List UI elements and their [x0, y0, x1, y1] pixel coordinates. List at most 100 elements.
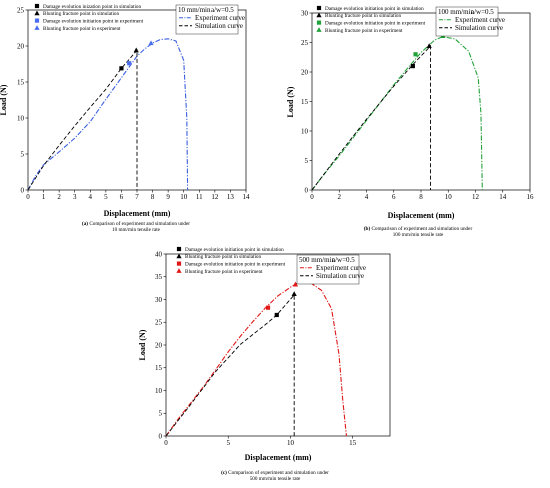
x-tick-label: 7: [135, 193, 139, 201]
x-tick-label: 6: [120, 193, 124, 201]
data-marker-1: [274, 312, 279, 318]
legend-marker-1: [34, 3, 40, 9]
data-marker-3: [265, 305, 271, 310]
caption-b-label: (b): [363, 226, 371, 232]
x-tick-label: 9: [166, 193, 170, 201]
curve-legend-box: [296, 254, 360, 285]
legend-marker-3: [34, 18, 40, 23]
y-tick-label: 0: [159, 432, 163, 440]
data-marker-2: [291, 291, 297, 297]
legend-label-3: Damage evolution initiation point in exp…: [185, 262, 286, 268]
rate-label: 100 mm/min: [438, 8, 474, 16]
data-marker-4: [148, 40, 154, 46]
y-axis-title: Load (N): [0, 84, 8, 115]
x-tick-label: 10: [445, 193, 453, 201]
chart-panel-1: 0 1 2 3 4 5 6 7 8 9 10 11 12 13 140510152025Displaceme…: [0, 3, 251, 218]
x-tick-label: 16: [527, 193, 535, 201]
x-tick-label: 4: [89, 193, 93, 201]
caption-b-line2: 100 mm/min tensile rate: [392, 232, 444, 239]
y-tick-label: 20: [301, 68, 309, 76]
legend-marker-4: [316, 27, 322, 32]
y-tick-label: 5: [21, 150, 25, 158]
curve-legend-label-2: Simulation curve: [195, 22, 243, 30]
x-tick-label: 0: [310, 193, 314, 201]
experiment-curve: [165, 281, 347, 437]
caption-c-label: (c): [221, 470, 227, 476]
curve-legend-label-1: Experiment curve: [316, 264, 366, 272]
legend-label-1: Damage evolution inization point in simu…: [43, 4, 142, 10]
y-tick-label: 25: [301, 39, 309, 47]
x-axis-title: Displacement (mm): [388, 211, 455, 220]
x-tick-label: 14: [243, 193, 251, 201]
legend-label-2: Blunting fracture point in simulation: [43, 10, 119, 17]
experiment-curve: [27, 38, 189, 191]
caption-b-line1: Comparison of experiment and simulation …: [371, 226, 473, 232]
legend-marker-1: [176, 246, 182, 252]
curve-legend-box: [435, 6, 499, 37]
legend-marker-4: [176, 268, 182, 273]
legend-marker-2: [34, 10, 40, 16]
x-tick-label: 2: [57, 193, 61, 201]
legend-label-1: Damage evolution initiation point in sim…: [185, 247, 284, 253]
caption-a-line2: 10 mm/min tensile rate: [112, 227, 160, 234]
x-tick-label: 0: [26, 193, 30, 201]
y-tick-label: 30: [301, 9, 309, 17]
x-tick-label: 6: [392, 193, 396, 201]
rate-label: 500 mm/min: [299, 256, 335, 264]
y-tick-label: 0: [21, 186, 25, 194]
y-tick-label: 40: [155, 250, 163, 258]
caption-b: (b) Comparison of experiment and simulat…: [288, 226, 548, 238]
x-tick-label: 12: [211, 193, 219, 201]
curve-legend-label-1: Experiment curve: [195, 14, 245, 22]
x-tick-label: 13: [227, 193, 235, 201]
legend-marker-1: [316, 5, 322, 11]
data-marker-1: [119, 66, 124, 71]
ratio-label: a/w=0.5: [471, 8, 494, 16]
y-tick-label: 25: [17, 6, 25, 14]
data-marker-1: [410, 64, 415, 69]
legend-label-3: Damage evolution initiation point in exp…: [325, 21, 426, 27]
y-tick-label: 0: [305, 186, 309, 194]
legend-label-2: Blunting fracture point in simulation: [185, 253, 261, 260]
x-tick-label: 10: [287, 439, 295, 447]
simulation-curve: [311, 44, 431, 191]
x-tick-label: 3: [73, 193, 77, 201]
x-axis-title: Displacement (mm): [104, 209, 171, 218]
curve-legend-box: [175, 4, 239, 35]
caption-c-line1: Comparison of experiment and simulation …: [228, 470, 329, 476]
caption-a: (a) Comparison of experiment and simulat…: [6, 221, 266, 233]
x-tick-label: 11: [196, 193, 203, 201]
curve-legend-label-2: Simulation curve: [455, 24, 503, 32]
legend-label-2: Blunting fracture point in simulation: [325, 12, 401, 19]
chart-panel-3: 0 5 10 15 0 5 10 15 20 25 30 35 40 Displacement (mm) L…: [138, 246, 391, 462]
curve-legend-label-1: Experiment curve: [455, 16, 505, 24]
rate-label: 10 mm/min: [178, 6, 211, 14]
legend-label-3: Damage evolution initiation point in exp…: [43, 19, 144, 25]
x-tick-label: 15: [349, 439, 357, 447]
x-axis-title: Displacement (mm): [245, 453, 312, 462]
data-marker-3: [127, 61, 132, 66]
marker-legend: Damage evolution initiation point in sim…: [176, 246, 286, 275]
legend-marker-3: [316, 20, 322, 25]
x-tick-label: 12: [472, 193, 480, 201]
ratio-label: a/w=0.5: [332, 256, 355, 264]
y-tick-label: 20: [155, 341, 163, 349]
y-tick-label: 35: [155, 273, 163, 281]
marker-legend: Damage evolution initiation point in sim…: [316, 5, 426, 34]
y-tick-label: 30: [155, 296, 163, 304]
y-axis-title: Load (N): [138, 329, 147, 360]
y-tick-label: 5: [159, 410, 163, 418]
ratio-label: a/w=0.5: [211, 6, 234, 14]
legend-marker-2: [316, 12, 322, 18]
legend-label-1: Damage evolution initiation point in sim…: [325, 6, 424, 12]
legend-marker-3: [176, 261, 182, 266]
data-marker-2: [426, 43, 432, 49]
caption-c-line2: 500 mm/min tensile rate: [249, 476, 301, 483]
experiment-curve: [311, 36, 483, 191]
caption-a-line1: Comparison of experiment and simulation …: [89, 221, 191, 227]
plot-frame: [311, 12, 531, 191]
y-tick-label: 5: [305, 157, 309, 165]
